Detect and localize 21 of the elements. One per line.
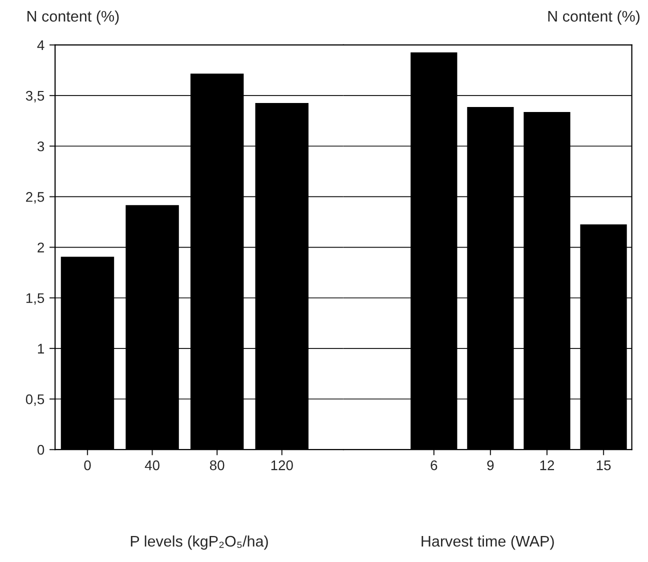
x-tick-label: 120 [271, 460, 293, 470]
x-tick-label: 9 [487, 460, 494, 470]
x-tick-label: 0 [84, 460, 91, 470]
x-tick-label: 6 [430, 460, 438, 470]
y-axis-title: N content (%) [548, 10, 640, 25]
y-tick-label: 2 [38, 242, 44, 252]
y-tick-label: 3,5 [26, 90, 44, 102]
y-tick-label: 4 [37, 40, 44, 50]
y-tick-label: 2,5 [26, 192, 44, 204]
y-tick-label: 1 [38, 344, 44, 354]
x-tick-label: 12 [540, 460, 554, 470]
y-tick-label: 3 [37, 141, 44, 152]
y-tick-label: 1,5 [26, 293, 44, 305]
x-tick-label: 15 [596, 460, 611, 470]
y-tick-label: 0,5 [26, 394, 44, 406]
y-axis-title: N content (%) [27, 10, 119, 25]
x-tick-label: 40 [144, 460, 160, 470]
x-tick-label: 80 [210, 460, 224, 470]
x-axis-title: Harvest time (WAP) [422, 535, 554, 550]
x-axis-title: P levels (kgP₂O₅/ha) [130, 535, 268, 550]
y-tick-label: 0 [37, 444, 44, 455]
